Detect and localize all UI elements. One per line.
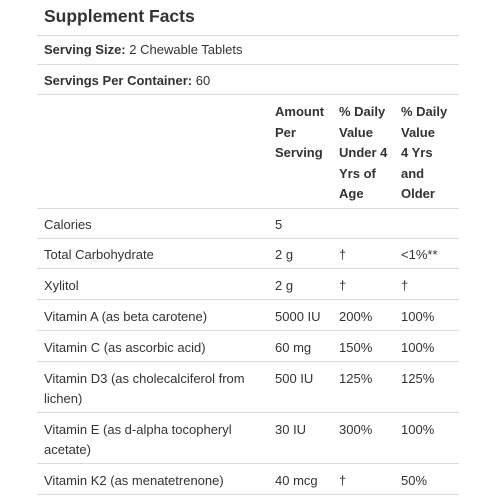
nutrient-amount: 40 mcg: [275, 473, 318, 488]
nutrient-name: Total Carbohydrate: [44, 247, 154, 262]
divider: [37, 494, 459, 495]
nutrient-name: Calories: [44, 217, 92, 232]
nutrient-amount: 500 IU: [275, 371, 314, 386]
divider: [37, 208, 459, 209]
servings-per-container-value: 60: [195, 73, 211, 88]
servings-per-container: Servings Per Container: 60: [44, 73, 210, 88]
panel-title: Supplement Facts: [44, 6, 195, 26]
nutrient-name: Vitamin E (as d-alpha tocopheryl acetate…: [44, 422, 232, 457]
nutrient-amount: 2 g: [275, 278, 294, 293]
header-line: % Daily: [339, 104, 386, 119]
nutrient-amount: 30 IU: [275, 422, 307, 437]
header-line: Yrs of: [339, 165, 376, 181]
nutrient-dv-under-4: 300%: [339, 422, 373, 437]
nutrient-dv-4-plus: 100%: [401, 340, 435, 355]
divider: [37, 94, 459, 95]
header-amount-per-serving: Amount Per Serving: [275, 102, 324, 164]
header-line: Value: [339, 124, 373, 140]
nutrient-dv-4-plus: 125%: [401, 371, 435, 386]
nutrient-dv-under-4: 200%: [339, 309, 373, 324]
nutrient-dv-under-4: †: [339, 278, 347, 293]
serving-size: Serving Size: 2 Chewable Tablets: [44, 42, 243, 57]
header-dv-under-4: % Daily Value Under 4 Yrs of Age: [339, 102, 387, 205]
serving-size-label: Serving Size:: [44, 42, 126, 57]
divider: [37, 299, 459, 300]
nutrient-dv-4-plus: 100%: [401, 422, 435, 437]
nutrient-dv-under-4: †: [339, 247, 347, 262]
nutrient-name: Vitamin D3 (as cholecalciferol from lich…: [44, 371, 245, 406]
nutrient-dv-4-plus: <1%**: [401, 247, 438, 262]
nutrient-dv-4-plus: 50%: [401, 473, 428, 488]
header-line: % Daily: [401, 104, 448, 119]
nutrient-name: Vitamin K2 (as menatetrenone): [44, 473, 224, 488]
nutrient-amount: 5000 IU: [275, 309, 321, 324]
nutrient-dv-under-4: 150%: [339, 340, 373, 355]
nutrient-dv-under-4: †: [339, 473, 347, 488]
nutrient-amount: 60 mg: [275, 340, 312, 355]
nutrient-dv-4-plus: 100%: [401, 309, 435, 324]
nutrient-name: Vitamin C (as ascorbic acid): [44, 340, 206, 355]
divider: [37, 412, 459, 413]
header-line: Serving: [275, 145, 323, 160]
divider: [37, 35, 459, 36]
header-line: Per: [275, 124, 296, 140]
servings-per-container-label: Servings Per Container:: [44, 73, 193, 88]
nutrient-amount: 5: [275, 217, 283, 232]
header-dv-4-plus: % Daily Value 4 Yrs and Older: [401, 102, 447, 205]
header-line: Value: [401, 124, 435, 140]
nutrient-dv-under-4: 125%: [339, 371, 373, 386]
header-line: Under 4: [339, 145, 388, 160]
header-line: Older: [401, 186, 435, 201]
nutrient-name: Vitamin A (as beta carotene): [44, 309, 208, 324]
divider: [37, 361, 459, 362]
nutrient-name: Xylitol: [44, 278, 79, 293]
header-line: Age: [339, 186, 364, 201]
divider: [37, 64, 459, 65]
header-line: and: [401, 165, 425, 181]
header-line: 4 Yrs: [401, 145, 433, 160]
divider: [37, 238, 459, 239]
serving-size-value: 2 Chewable Tablets: [129, 42, 243, 57]
divider: [37, 463, 459, 464]
divider: [37, 268, 459, 269]
nutrient-dv-4-plus: †: [401, 278, 409, 293]
header-line: Amount: [275, 104, 325, 119]
nutrient-amount: 2 g: [275, 247, 294, 262]
divider: [37, 330, 459, 331]
